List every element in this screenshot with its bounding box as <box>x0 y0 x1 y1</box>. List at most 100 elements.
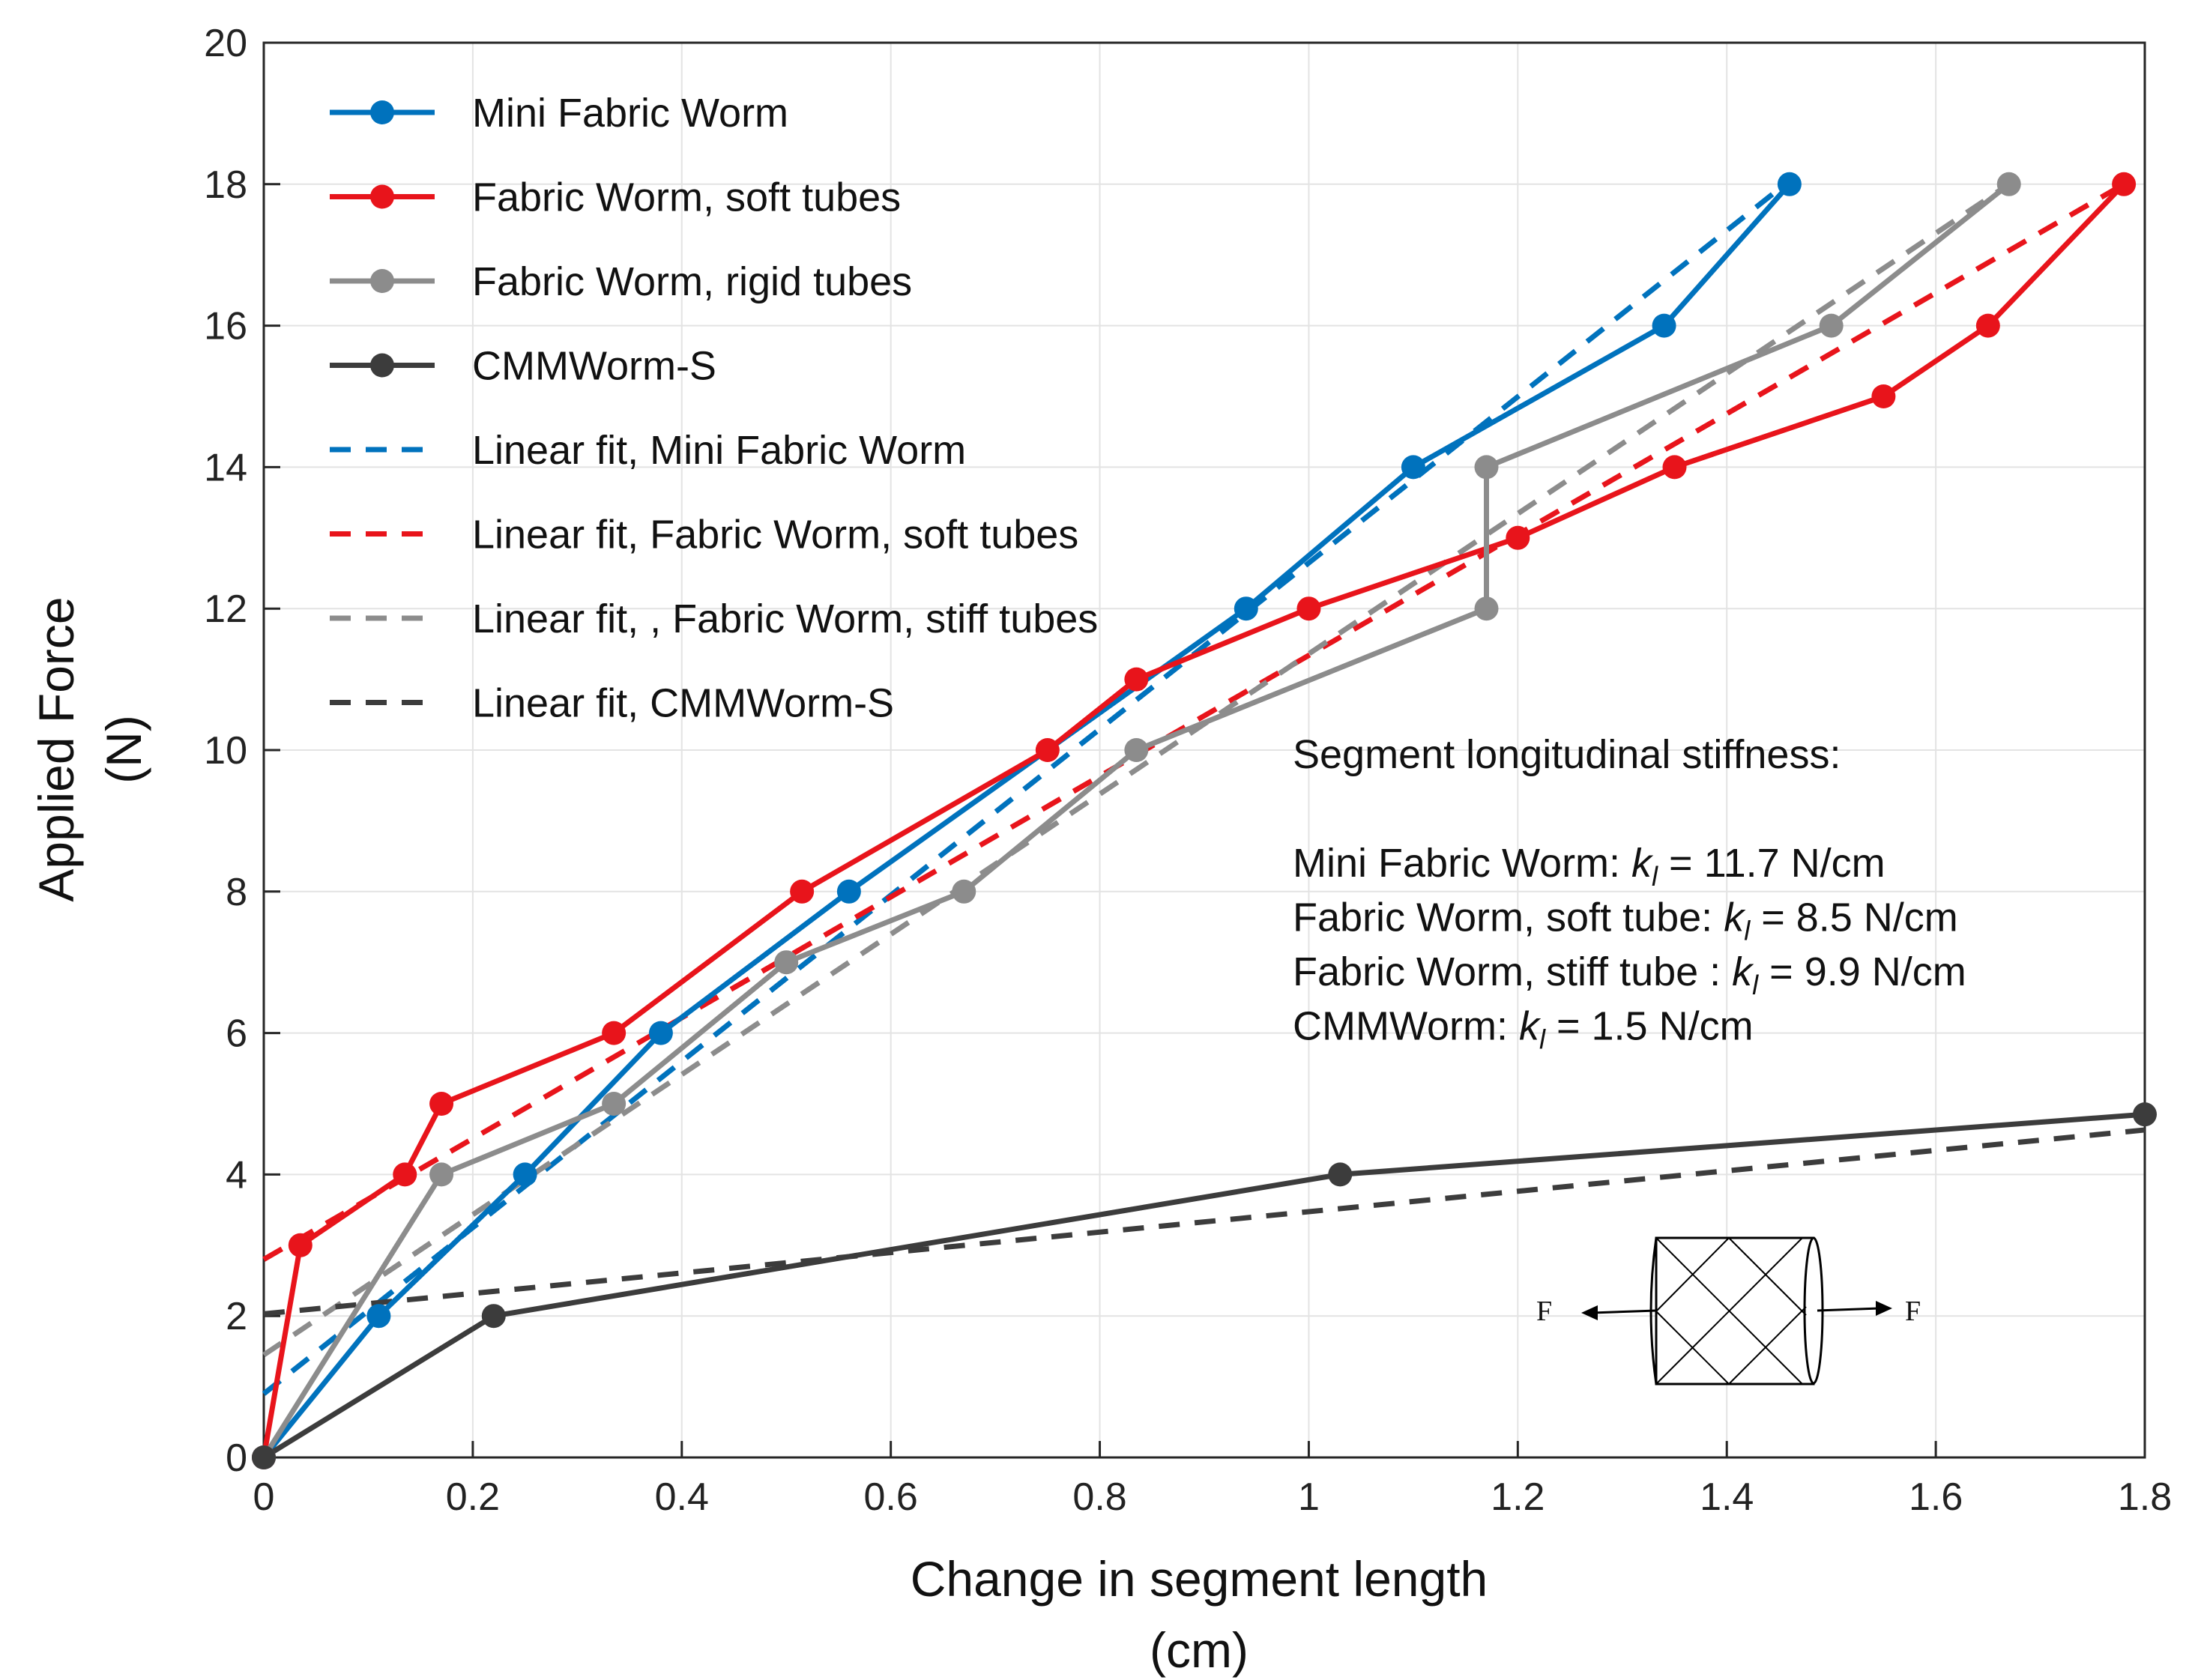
stiffness-symbol: k <box>1732 949 1754 994</box>
stiffness-line: Fabric Worm, soft tube: kl = 8.5 N/cm <box>1293 895 1958 946</box>
fabric-worm-soft-tubes-point <box>1124 667 1149 692</box>
legend-mini-fabric-worm-label: Mini Fabric Worm <box>472 91 788 136</box>
fabric-worm-rigid-tubes-point <box>1819 313 1844 338</box>
stiffness-subscript: l <box>1652 861 1658 892</box>
left-force-label: F <box>1536 1296 1552 1327</box>
legend-linear-fit-cmmworm-s-label: Linear fit, CMMWorm-S <box>472 681 894 726</box>
annotation-title: Segment longitudinal stiffness: <box>1293 732 1841 777</box>
mini-fabric-worm-point <box>513 1162 537 1187</box>
y-axis-title: Applied Force <box>28 596 84 901</box>
fabric-worm-soft-tubes-point <box>790 879 815 904</box>
linear-fit-cmmworm-s-line <box>263 1127 2146 1317</box>
legend-fabric-worm-soft-tubes-label: Fabric Worm, soft tubes <box>472 175 901 220</box>
y-tick-label: 12 <box>204 587 247 631</box>
linear-fit-fabric-worm-stiff-tubes-line <box>262 181 2011 1358</box>
stiffness-line-label: Fabric Worm, soft tube: <box>1293 895 1724 940</box>
cmmworm-s-line <box>262 1111 2146 1460</box>
stiffness-line: Fabric Worm, stiff tube : kl = 9.9 N/cm <box>1293 949 1966 1000</box>
stiffness-subscript: l <box>1744 916 1751 946</box>
stiffness-subscript: l <box>1539 1024 1546 1055</box>
y-tick-label: 16 <box>204 305 247 348</box>
fabric-worm-soft-tubes-point <box>1506 525 1530 550</box>
segment-tension-diagram: F F <box>1536 1236 1921 1386</box>
fabric-worm-soft-tubes-point <box>1296 596 1321 621</box>
fabric-worm-rigid-tubes-point <box>1124 738 1149 762</box>
cmmworm-s-point <box>481 1304 506 1329</box>
y-tick-label: 18 <box>204 163 247 207</box>
fabric-worm-soft-tubes-point <box>2112 172 2137 196</box>
legend: Mini Fabric Worm Fabric Worm, soft tubes F… <box>330 91 1098 726</box>
fabric-worm-soft-tubes-line <box>261 182 2126 1458</box>
mini-fabric-worm-point <box>1777 172 1802 196</box>
stiffness-line: CMMWorm: kl = 1.5 N/cm <box>1293 1004 1754 1055</box>
mini-fabric-worm-point <box>648 1021 673 1045</box>
y-tick-label: 8 <box>226 871 247 914</box>
stiffness-symbol: k <box>1631 841 1654 886</box>
x-tick-label: 0.8 <box>1072 1475 1126 1519</box>
legend-mini-fabric-worm-marker <box>370 100 394 124</box>
stiffness-value: = 1.5 N/cm <box>1545 1004 1754 1049</box>
stiffness-line-label: CMMWorm: <box>1293 1004 1519 1049</box>
fabric-worm-rigid-tubes-point <box>602 1092 627 1116</box>
legend-linear-fit-mini-fabric-worm-label: Linear fit, Mini Fabric Worm <box>472 428 966 473</box>
left-force-arrow <box>1592 1309 1657 1314</box>
x-tick-label: 1.8 <box>2118 1475 2172 1519</box>
legend-cmmworm-s-label: CMMWorm-S <box>472 344 716 389</box>
fabric-worm-rigid-tubes-point <box>429 1162 454 1187</box>
y-tick-label: 14 <box>204 446 247 489</box>
stiffness-value: = 11.7 N/cm <box>1658 841 1886 886</box>
y-tick-label: 0 <box>226 1436 247 1480</box>
fabric-worm-soft-tubes-point <box>429 1092 454 1116</box>
legend-fabric-worm-soft-tubes-marker <box>370 184 394 209</box>
legend-fabric-worm-rigid-tubes-marker <box>370 269 394 293</box>
fabric-worm-rigid-tubes-point <box>1474 596 1499 621</box>
x-tick-label: 0.6 <box>864 1475 918 1519</box>
y-tick-label: 10 <box>204 729 247 773</box>
segment-mesh <box>1655 1237 1807 1385</box>
cmmworm-s-point <box>252 1445 276 1469</box>
fabric-worm-rigid-tubes-point <box>774 950 799 975</box>
mini-fabric-worm-point <box>1652 313 1676 338</box>
series-lines <box>252 172 2157 1469</box>
cmmworm-s-point <box>2133 1102 2157 1127</box>
stiffness-line-label: Fabric Worm, stiff tube : <box>1293 949 1732 994</box>
mini-fabric-worm-point <box>366 1304 391 1329</box>
legend-linear-fit-fabric-worm-soft-tubes-label: Linear fit, Fabric Worm, soft tubes <box>472 513 1078 558</box>
fabric-worm-soft-tubes-point <box>1662 455 1687 480</box>
right-force-label: F <box>1905 1296 1921 1327</box>
right-arrowhead <box>1876 1301 1892 1316</box>
fabric-worm-rigid-tubes-line <box>262 182 2011 1459</box>
linear-fit-mini-fabric-worm-line <box>262 178 1792 1396</box>
y-axis-unit: (N) <box>96 715 151 784</box>
x-tick-label: 1.2 <box>1491 1475 1545 1519</box>
x-tick-label: 1.4 <box>1700 1475 1754 1519</box>
y-tick-label: 20 <box>204 22 247 65</box>
stiffness-line-label: Mini Fabric Worm: <box>1293 841 1631 886</box>
fabric-worm-rigid-tubes-point <box>952 879 976 904</box>
legend-fabric-worm-rigid-tubes-label: Fabric Worm, rigid tubes <box>472 259 912 304</box>
mini-fabric-worm-point <box>836 879 861 904</box>
x-tick-label: 0.4 <box>655 1475 709 1519</box>
fabric-worm-soft-tubes-point <box>1035 738 1060 762</box>
fabric-worm-rigid-tubes-point <box>1996 172 2021 196</box>
fabric-worm-soft-tubes-point <box>288 1233 313 1257</box>
fabric-worm-soft-tubes-point <box>393 1162 417 1187</box>
stiffness-value: = 9.9 N/cm <box>1758 949 1966 994</box>
legend-linear-fit-fabric-worm-stiff-tubes-label: Linear fit, , Fabric Worm, stiff tubes <box>472 596 1098 641</box>
cmmworm-s-point <box>1328 1162 1353 1187</box>
stiffness-line: Mini Fabric Worm: kl = 11.7 N/cm <box>1293 841 1886 892</box>
x-axis-title: Change in segment length <box>911 1551 1488 1607</box>
right-force-arrow <box>1817 1307 1880 1312</box>
mini-fabric-worm-point <box>1401 455 1425 480</box>
fabric-worm-rigid-tubes-point <box>1474 455 1499 480</box>
stiffness-symbol: k <box>1724 895 1746 940</box>
stiffness-subscript: l <box>1752 970 1759 1000</box>
x-tick-label: 1 <box>1298 1475 1320 1519</box>
stiffness-annotation: Segment longitudinal stiffness: Mini Fab… <box>1293 732 1966 1055</box>
x-tick-label: 0 <box>253 1475 275 1519</box>
y-tick-label: 4 <box>226 1153 247 1197</box>
stiffness-value: = 8.5 N/cm <box>1750 895 1958 940</box>
fabric-worm-soft-tubes-point <box>1975 313 2000 338</box>
x-tick-label: 1.6 <box>1909 1475 1963 1519</box>
x-axis-unit: (cm) <box>1150 1622 1249 1678</box>
